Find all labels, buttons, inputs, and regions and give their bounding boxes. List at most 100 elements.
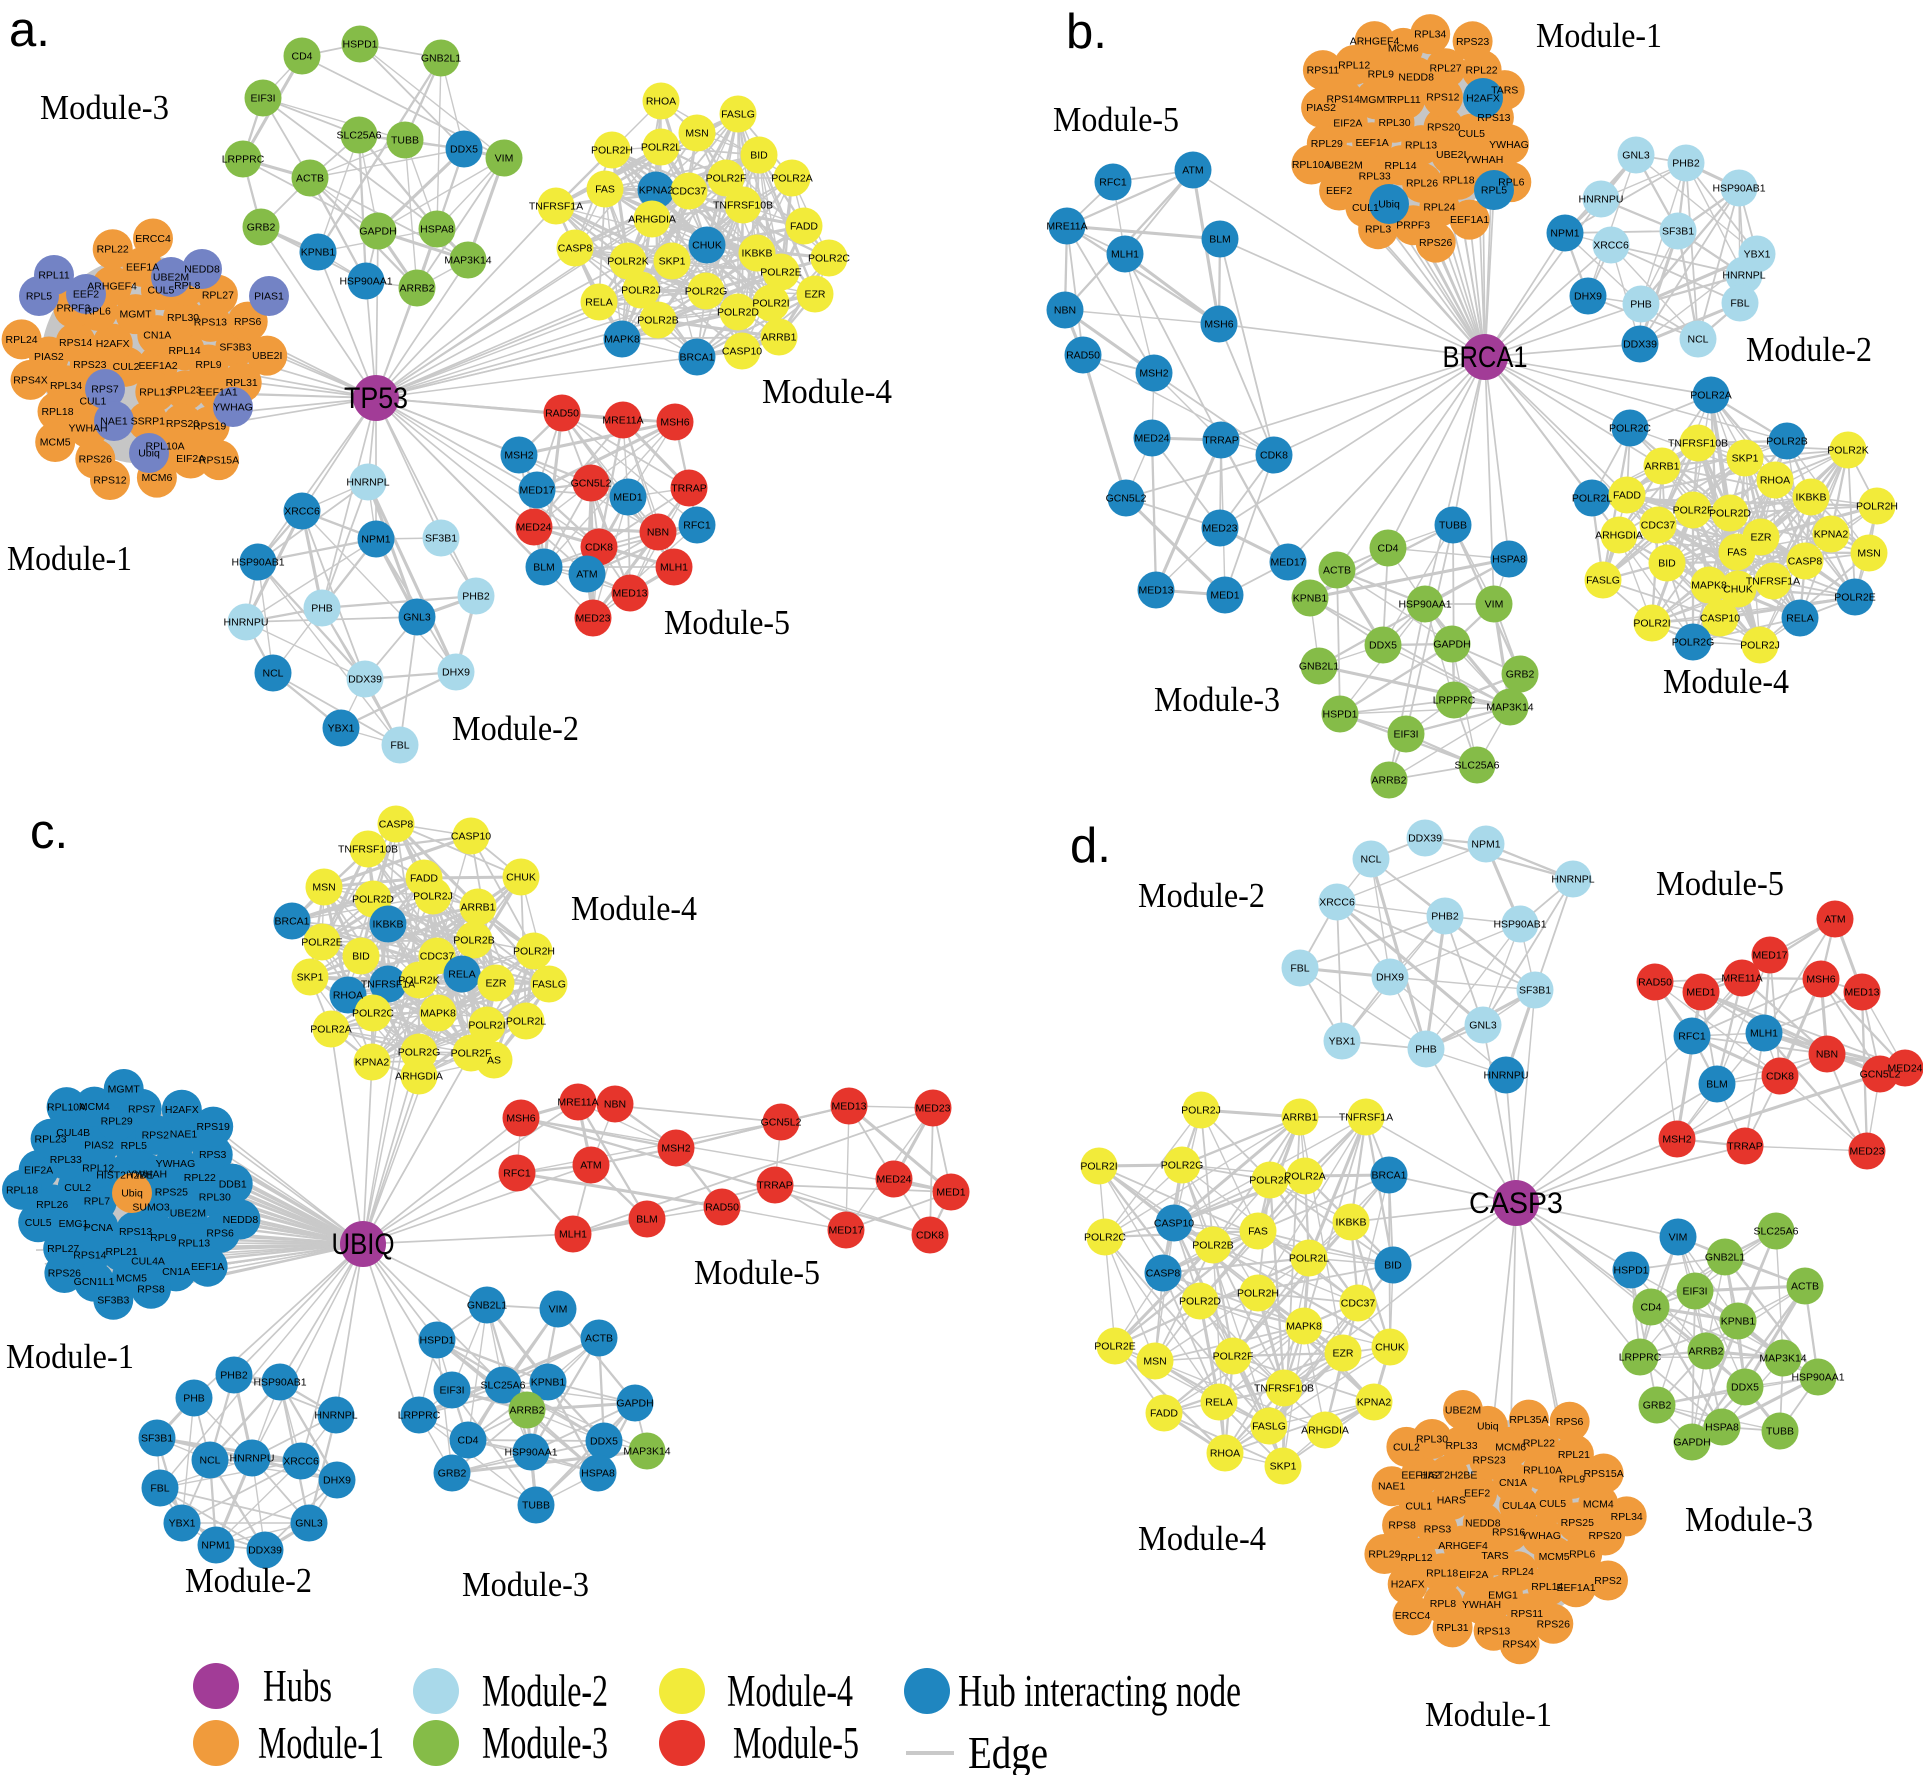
svg-text:MED24: MED24	[876, 1174, 911, 1186]
svg-text:CASP8: CASP8	[1146, 1268, 1181, 1280]
svg-text:NBN: NBN	[1816, 1049, 1838, 1061]
svg-text:GAPDH: GAPDH	[359, 226, 396, 238]
svg-text:CUL1: CUL1	[79, 396, 106, 408]
svg-text:EIF2A: EIF2A	[176, 453, 205, 465]
svg-text:XRCC6: XRCC6	[1319, 897, 1355, 909]
svg-text:DDX5: DDX5	[1731, 1382, 1759, 1394]
svg-text:Ubiq: Ubiq	[1477, 1420, 1499, 1432]
svg-text:ARRB1: ARRB1	[761, 332, 796, 344]
svg-text:ARRB2: ARRB2	[399, 283, 434, 295]
svg-text:POLR2J: POLR2J	[413, 891, 453, 903]
svg-text:SF3B1: SF3B1	[141, 1433, 173, 1445]
svg-text:GNL3: GNL3	[1622, 150, 1650, 162]
svg-text:MAPK8: MAPK8	[420, 1008, 456, 1020]
svg-text:EEF1A: EEF1A	[1355, 137, 1388, 149]
svg-text:CASP10: CASP10	[1154, 1218, 1194, 1230]
svg-text:RPL12: RPL12	[1401, 1552, 1433, 1564]
svg-text:RPL27: RPL27	[47, 1243, 79, 1255]
svg-text:POLR2G: POLR2G	[398, 1047, 441, 1059]
svg-text:YBX1: YBX1	[328, 723, 355, 735]
svg-text:MED24: MED24	[1887, 1063, 1922, 1075]
svg-text:RPL8: RPL8	[1430, 1598, 1456, 1610]
svg-text:DDX39: DDX39	[1408, 833, 1442, 845]
svg-text:RPL12: RPL12	[82, 1162, 114, 1174]
svg-text:GCN5L2: GCN5L2	[1106, 493, 1147, 505]
svg-text:RELA: RELA	[1786, 613, 1813, 625]
svg-text:POLR2I: POLR2I	[468, 1020, 505, 1032]
svg-text:Hubs: Hubs	[263, 1661, 332, 1711]
svg-text:BRCA1: BRCA1	[274, 916, 309, 928]
svg-text:POLR2L: POLR2L	[1289, 1253, 1329, 1265]
svg-text:HSPA8: HSPA8	[1705, 1422, 1739, 1434]
svg-text:CD4: CD4	[1640, 1302, 1661, 1314]
svg-text:HSP90AA1: HSP90AA1	[1791, 1372, 1844, 1384]
svg-text:POLR2D: POLR2D	[1709, 508, 1751, 520]
svg-text:TNFRSF1A: TNFRSF1A	[1746, 576, 1800, 588]
svg-text:FADD: FADD	[410, 873, 438, 885]
svg-text:POLR2E: POLR2E	[1834, 592, 1875, 604]
svg-text:BLM: BLM	[1209, 234, 1231, 246]
svg-text:MSH2: MSH2	[504, 450, 533, 462]
svg-text:POLR2D: POLR2D	[717, 307, 759, 319]
svg-text:RPL29: RPL29	[1311, 138, 1343, 150]
svg-text:BID: BID	[750, 150, 768, 162]
svg-text:RPS12: RPS12	[93, 475, 126, 487]
svg-text:TNFRSF10B: TNFRSF10B	[713, 200, 773, 212]
svg-text:RPL34: RPL34	[1414, 29, 1446, 41]
svg-text:RPS19: RPS19	[193, 421, 226, 433]
svg-text:Module-1: Module-1	[1536, 16, 1662, 55]
svg-text:EIF2A: EIF2A	[1333, 117, 1362, 129]
svg-text:RPS6: RPS6	[1556, 1416, 1584, 1428]
svg-text:RPL24: RPL24	[1502, 1566, 1534, 1578]
svg-text:FASLG: FASLG	[721, 109, 755, 121]
svg-text:PRPF3: PRPF3	[56, 303, 90, 315]
svg-text:CUL2: CUL2	[113, 361, 140, 373]
svg-text:BRCA1: BRCA1	[1371, 1170, 1406, 1182]
svg-text:ATM: ATM	[1182, 165, 1203, 177]
svg-text:CHUK: CHUK	[1375, 1342, 1405, 1354]
svg-text:RPL22: RPL22	[97, 244, 129, 256]
svg-text:RPL13: RPL13	[1405, 140, 1437, 152]
svg-text:PHB: PHB	[183, 1393, 205, 1405]
svg-text:KPNB1: KPNB1	[531, 1377, 566, 1389]
svg-text:GAPDH: GAPDH	[616, 1398, 653, 1410]
svg-text:SUMO3: SUMO3	[132, 1202, 170, 1214]
svg-text:RPL8: RPL8	[174, 280, 200, 292]
svg-text:MLH1: MLH1	[559, 1229, 587, 1241]
svg-text:RPS15A: RPS15A	[199, 455, 239, 467]
svg-text:MED17: MED17	[519, 485, 554, 497]
svg-text:ATM: ATM	[576, 569, 597, 581]
svg-text:SSRP1: SSRP1	[131, 416, 166, 428]
svg-text:Ubiq: Ubiq	[1378, 199, 1400, 211]
svg-text:POLR2A: POLR2A	[1690, 390, 1731, 402]
svg-text:YWHAH: YWHAH	[128, 1168, 167, 1180]
svg-text:RAD50: RAD50	[705, 1202, 739, 1214]
svg-text:ACTB: ACTB	[1323, 565, 1351, 577]
svg-text:NBN: NBN	[647, 527, 669, 539]
svg-text:EZR: EZR	[805, 289, 826, 301]
svg-text:POLR2G: POLR2G	[685, 286, 728, 298]
svg-text:FADD: FADD	[1150, 1408, 1178, 1420]
svg-text:UBE2M: UBE2M	[153, 272, 189, 284]
svg-text:ARHGEF4: ARHGEF4	[1350, 36, 1400, 48]
svg-text:HSP90AA1: HSP90AA1	[504, 1447, 557, 1459]
svg-text:NCL: NCL	[199, 1455, 220, 1467]
svg-text:FAS: FAS	[1248, 1226, 1268, 1238]
svg-text:RFC1: RFC1	[683, 520, 711, 532]
svg-text:RFC1: RFC1	[1099, 177, 1127, 189]
svg-text:TNFRSF10B: TNFRSF10B	[1254, 1383, 1314, 1395]
svg-text:RPL34: RPL34	[50, 380, 82, 392]
svg-text:CUL1: CUL1	[1405, 1501, 1432, 1513]
svg-text:NCL: NCL	[1360, 854, 1381, 866]
svg-text:RPL27: RPL27	[202, 289, 234, 301]
svg-text:NBN: NBN	[1054, 305, 1076, 317]
svg-text:Module-2: Module-2	[452, 709, 579, 748]
svg-text:POLR2D: POLR2D	[352, 894, 394, 906]
svg-text:GNB2L1: GNB2L1	[421, 53, 461, 65]
svg-text:SF3B3: SF3B3	[219, 342, 251, 354]
svg-text:MED23: MED23	[915, 1103, 950, 1115]
svg-text:XRCC6: XRCC6	[284, 506, 320, 518]
svg-text:POLR2I: POLR2I	[1633, 618, 1670, 630]
svg-text:EEF1A1: EEF1A1	[199, 387, 238, 399]
svg-text:CASP10: CASP10	[1700, 613, 1740, 625]
